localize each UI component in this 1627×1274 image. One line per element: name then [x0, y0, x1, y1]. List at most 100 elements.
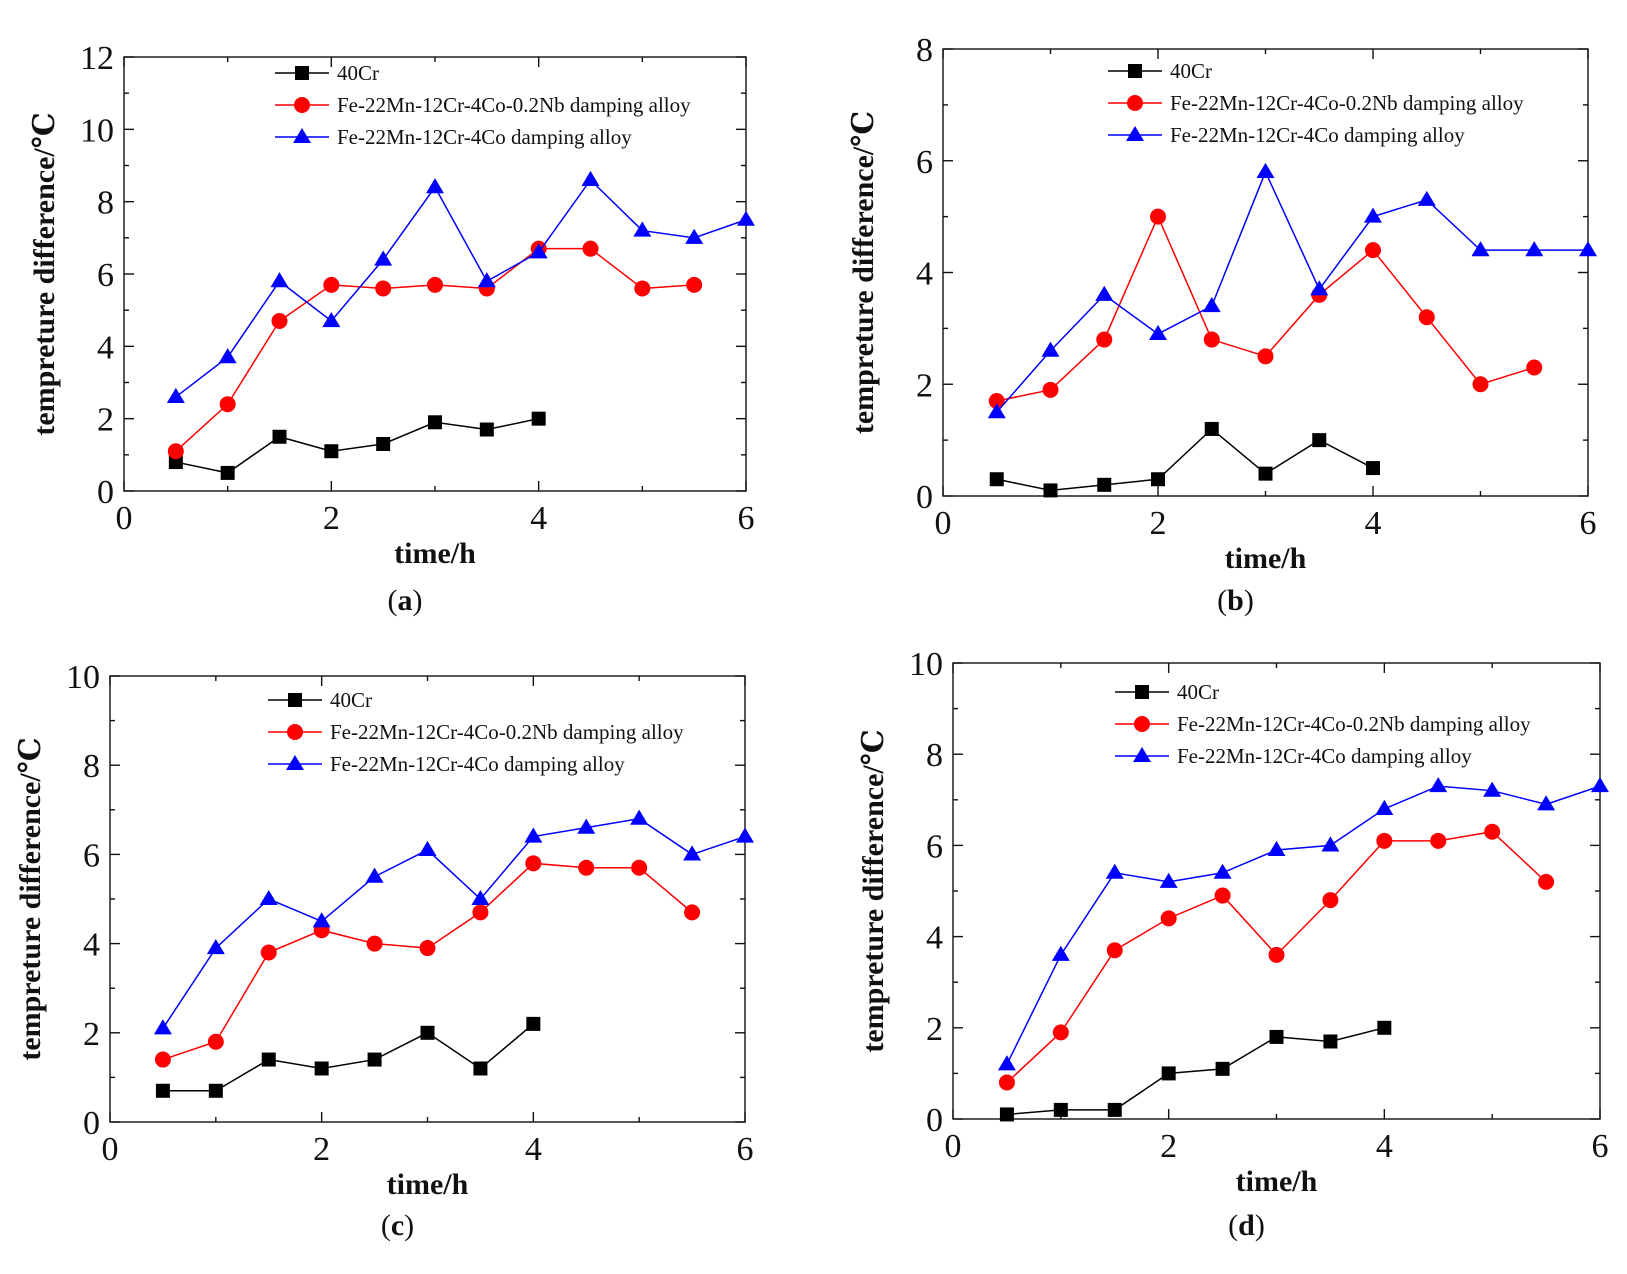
data-point-a-2 — [218, 348, 237, 364]
series-b-2 — [987, 162, 1597, 419]
data-point-c-2 — [524, 827, 543, 843]
data-point-d-2 — [1375, 799, 1394, 815]
data-point-d-2 — [1321, 836, 1340, 852]
data-point-b-0 — [1204, 421, 1219, 436]
legend-label-b-0: 40Cr — [1170, 59, 1212, 83]
x-tick-label-b: 4 — [1365, 505, 1382, 542]
data-point-b-0 — [1151, 472, 1165, 487]
data-point-d-1 — [1430, 832, 1447, 849]
legend-marker-b-1 — [1127, 95, 1143, 111]
y-tick-label-a: 0 — [97, 474, 114, 511]
y-tick-label-b: 8 — [916, 32, 933, 69]
legend-label-d-2: Fe-22Mn-12Cr-4Co damping alloy — [1177, 744, 1472, 768]
series-line-b-1 — [996, 214, 1535, 402]
data-point-d-0 — [1161, 1066, 1176, 1081]
legend-marker-a-2 — [293, 127, 311, 144]
data-point-a-2 — [737, 210, 755, 226]
data-point-b-0 — [1043, 483, 1058, 498]
y-tick-label-b: 2 — [916, 367, 933, 404]
data-point-d-1 — [1214, 887, 1231, 904]
panel-label-open-c: ( — [381, 1209, 391, 1242]
y-tick-label-c: 2 — [83, 1016, 100, 1053]
y-tick-label-b: 0 — [916, 479, 933, 516]
legend-label-b-1: Fe-22Mn-12Cr-4Co-0.2Nb damping alloy — [1170, 91, 1524, 115]
series-line-c-0 — [162, 1023, 534, 1092]
data-point-a-2 — [529, 243, 548, 259]
data-point-c-2 — [630, 809, 649, 825]
data-point-a-0 — [272, 429, 287, 444]
y-tick-label-b: 4 — [916, 256, 933, 293]
data-point-c-0 — [420, 1025, 435, 1040]
series-c-2 — [153, 809, 754, 1035]
data-point-a-1 — [271, 313, 288, 330]
data-point-a-2 — [426, 178, 444, 194]
legend-marker-c-0 — [288, 693, 302, 707]
data-point-b-2 — [1364, 207, 1382, 223]
data-point-a-2 — [166, 387, 185, 404]
data-point-c-1 — [631, 859, 648, 876]
y-tick-label-b: 6 — [916, 144, 933, 181]
data-point-b-0 — [1258, 466, 1273, 481]
data-point-a-0 — [428, 415, 442, 430]
data-point-d-2 — [1483, 781, 1502, 797]
data-point-a-0 — [479, 422, 494, 437]
data-point-b-2 — [1417, 190, 1436, 206]
y-tick-label-c: 4 — [83, 927, 100, 964]
data-point-a-2 — [322, 311, 341, 328]
data-point-c-1 — [578, 859, 595, 876]
data-point-c-2 — [577, 818, 596, 834]
y-axis-title-d: tempreture difference/℃ — [857, 729, 890, 1052]
data-point-c-2 — [683, 845, 702, 861]
y-tick-label-d: 2 — [926, 1011, 943, 1048]
data-point-b-2 — [1095, 285, 1114, 301]
panel-label-letter-c: c — [391, 1209, 404, 1242]
data-point-d-0 — [1269, 1029, 1284, 1044]
data-point-c-0 — [314, 1061, 329, 1076]
y-tick-label-c: 10 — [66, 659, 100, 696]
data-point-d-2 — [1591, 777, 1609, 793]
legend-marker-a-1 — [294, 97, 310, 113]
panel-label-close-a: ) — [413, 584, 423, 617]
x-tick-label-a: 6 — [738, 500, 755, 537]
panel-label-c: (c) — [381, 1209, 414, 1242]
panel-label-b: (b) — [1217, 584, 1254, 617]
series-d-0 — [999, 1020, 1392, 1122]
data-point-a-1 — [167, 443, 184, 460]
y-tick-label-a: 6 — [97, 257, 114, 294]
data-point-b-1 — [1042, 381, 1059, 398]
data-point-b-2 — [1202, 296, 1221, 313]
data-point-c-2 — [259, 889, 278, 906]
y-axis-title-a: tempreture difference/℃ — [28, 112, 61, 435]
x-tick-label-d: 2 — [1160, 1128, 1177, 1165]
legend-marker-d-1 — [1134, 716, 1150, 732]
data-point-b-2 — [1525, 241, 1544, 257]
data-point-d-0 — [1377, 1020, 1392, 1035]
series-line-a-2 — [175, 178, 747, 398]
legend-b: 40Cr Fe-22Mn-12Cr-4Co-0.2Nb damping alloy… — [1108, 59, 1524, 147]
data-point-d-0 — [1053, 1102, 1068, 1117]
series-a-1 — [167, 240, 703, 460]
panel-label-open-b: ( — [1217, 584, 1227, 617]
legend-marker-c-2 — [286, 754, 304, 771]
data-point-a-2 — [581, 170, 600, 187]
panel-label-d: (d) — [1228, 1209, 1265, 1242]
panel-label-close-c: ) — [404, 1209, 414, 1242]
legend-marker-a-0 — [295, 66, 309, 80]
data-point-b-2 — [1310, 280, 1329, 296]
data-point-b-0 — [1097, 477, 1112, 492]
data-point-b-2 — [1041, 341, 1060, 357]
data-point-c-2 — [736, 827, 754, 843]
panel-label-letter-b: b — [1227, 584, 1244, 617]
series-a-2 — [166, 170, 755, 404]
y-tick-label-a: 12 — [80, 40, 114, 77]
data-point-c-1 — [472, 904, 489, 921]
data-point-b-1 — [1257, 348, 1274, 365]
data-point-a-0 — [324, 444, 339, 459]
data-point-a-0 — [220, 465, 235, 480]
data-point-c-2 — [312, 912, 331, 928]
data-point-a-2 — [477, 272, 496, 288]
data-point-a-0 — [376, 436, 391, 451]
data-point-d-0 — [1107, 1102, 1122, 1117]
x-tick-label-b: 6 — [1580, 505, 1597, 542]
data-point-d-2 — [1429, 777, 1448, 793]
